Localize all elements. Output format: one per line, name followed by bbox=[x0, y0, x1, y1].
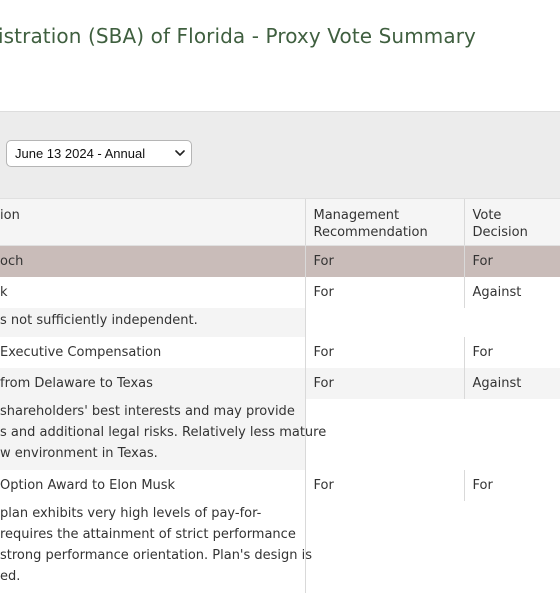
header-management-recommendation[interactable]: Management Recommendation bbox=[304, 198, 464, 246]
chevron-down-icon bbox=[175, 150, 185, 156]
mgmt-rec-cell: For bbox=[304, 469, 464, 501]
proxy-vote-table: ion Management Recommendation Vote Decis… bbox=[0, 198, 560, 593]
header-vote-decision[interactable]: Vote Decision bbox=[463, 198, 560, 246]
meeting-select-value: June 13 2024 - Annual bbox=[15, 146, 146, 161]
proposal-cell: from Delaware to Texas bbox=[0, 367, 305, 399]
table-row[interactable]: Executive Compensation For For bbox=[0, 336, 560, 368]
page-title: istration (SBA) of Florida - Proxy Vote … bbox=[0, 24, 476, 48]
mgmt-rec-cell: For bbox=[304, 336, 464, 368]
proposal-cell: Option Award to Elon Musk bbox=[0, 469, 305, 501]
meeting-select[interactable]: June 13 2024 - Annual bbox=[6, 140, 192, 167]
rationale-row: plan exhibits very high levels of pay-fo… bbox=[0, 500, 560, 593]
proposal-cell: k bbox=[0, 276, 305, 308]
rationale-text: shareholders' best interests and may pro… bbox=[0, 398, 326, 470]
mgmt-rec-cell: For bbox=[304, 367, 464, 399]
rationale-text: s not sufficiently independent. bbox=[0, 307, 305, 337]
proposal-cell: Executive Compensation bbox=[0, 336, 305, 368]
rationale-text: plan exhibits very high levels of pay-fo… bbox=[0, 500, 312, 593]
vote-decision-cell: Against bbox=[463, 276, 560, 308]
vote-decision-cell: Against bbox=[463, 367, 560, 399]
proposal-cell: och bbox=[0, 245, 305, 277]
mgmt-rec-cell: For bbox=[304, 276, 464, 308]
vote-decision-cell: For bbox=[463, 245, 560, 277]
rationale-row: shareholders' best interests and may pro… bbox=[0, 398, 560, 470]
vote-decision-cell: For bbox=[463, 336, 560, 368]
filter-bar: June 13 2024 - Annual bbox=[0, 111, 560, 198]
mgmt-rec-cell: For bbox=[304, 245, 464, 277]
vote-decision-cell: For bbox=[463, 469, 560, 501]
table-row[interactable]: k For Against bbox=[0, 276, 560, 308]
table-row[interactable]: from Delaware to Texas For Against bbox=[0, 367, 560, 399]
table-header-row: ion Management Recommendation Vote Decis… bbox=[0, 198, 560, 246]
rationale-row: s not sufficiently independent. bbox=[0, 307, 560, 337]
table-row[interactable]: och For For bbox=[0, 245, 560, 277]
header-proposal[interactable]: ion bbox=[0, 198, 305, 246]
table-row[interactable]: Option Award to Elon Musk For For bbox=[0, 469, 560, 501]
